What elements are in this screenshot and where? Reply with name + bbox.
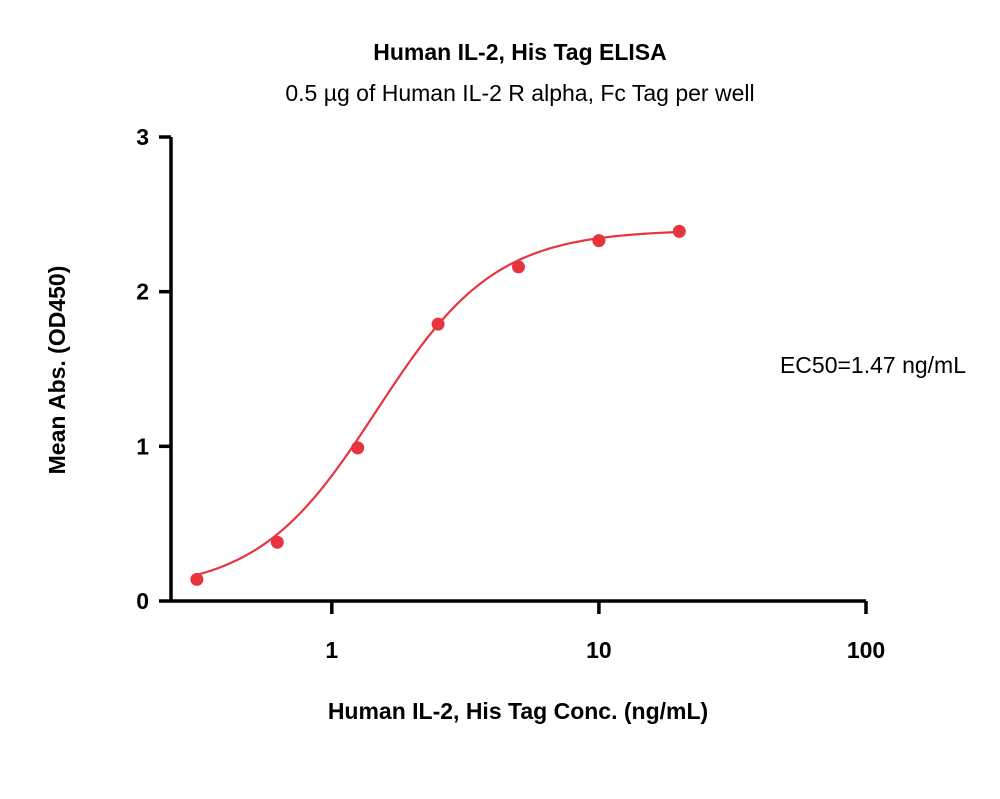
chart-title: Human IL-2, His Tag ELISA: [373, 39, 667, 65]
ec50-annotation: EC50=1.47 ng/mL: [780, 352, 966, 378]
data-point: [672, 224, 686, 238]
y-tick-label: 1: [136, 433, 149, 459]
x-tick-label: 10: [586, 637, 612, 663]
x-tick-label: 100: [847, 637, 885, 663]
x-axis-label: Human IL-2, His Tag Conc. (ng/mL): [328, 698, 708, 724]
data-point: [431, 317, 445, 331]
y-tick-label: 0: [136, 588, 149, 614]
x-ticks: 1 10 100: [325, 601, 885, 663]
y-tick-label: 2: [136, 279, 149, 305]
axes: [169, 137, 866, 603]
y-axis-label: Mean Abs. (OD450): [44, 266, 70, 475]
data-point: [190, 572, 204, 586]
data-point: [592, 234, 606, 248]
fit-curve: [196, 230, 680, 576]
x-tick-label: 1: [325, 637, 338, 663]
chart-subtitle: 0.5 µg of Human IL-2 R alpha, Fc Tag per…: [285, 80, 754, 106]
y-tick-label: 3: [136, 124, 149, 150]
y-ticks: 0 1 2 3: [136, 124, 171, 614]
data-points: [190, 224, 686, 586]
data-point: [270, 535, 284, 549]
data-point: [351, 441, 365, 455]
data-point: [512, 260, 525, 274]
